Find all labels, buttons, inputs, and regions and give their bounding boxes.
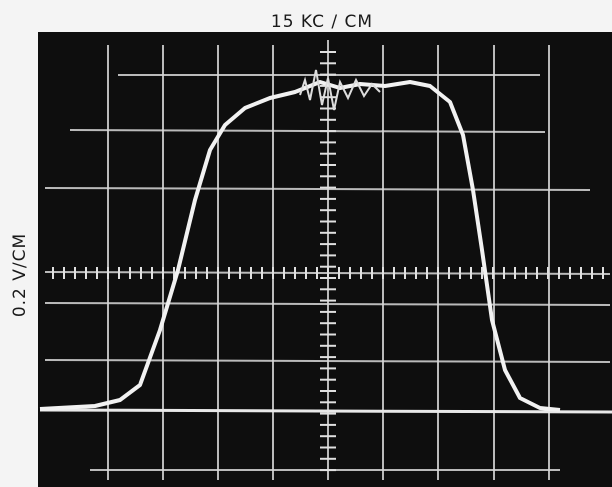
- vertical-scale-label: 0.2 V/CM: [10, 233, 30, 317]
- baseline-trace: [40, 410, 612, 412]
- oscilloscope-photo: 15 KC / CM 0.2 V/CM: [0, 0, 612, 487]
- scope-screen: [38, 32, 612, 487]
- page: {"top_label": "15 KC / CM", "side_label"…: [0, 0, 612, 487]
- horizontal-scale-label: 15 KC / CM: [271, 12, 373, 32]
